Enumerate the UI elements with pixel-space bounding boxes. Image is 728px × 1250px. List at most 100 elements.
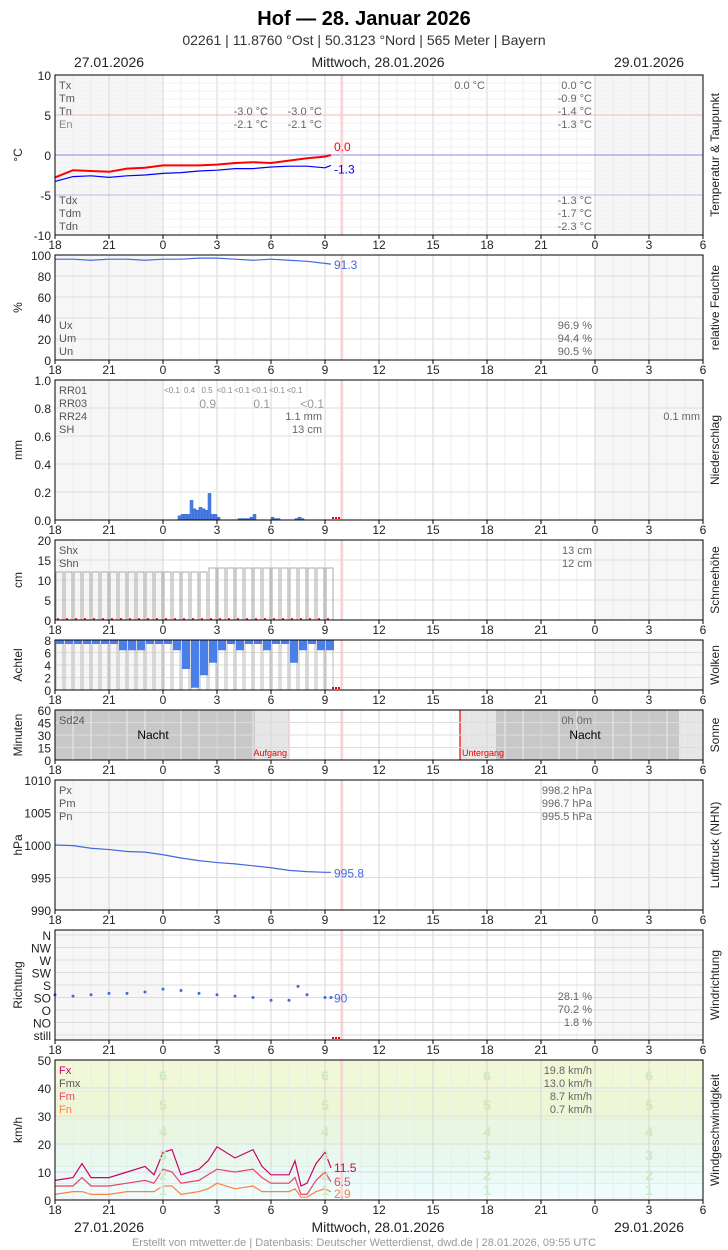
x-tick-label: 15 [426, 523, 440, 537]
stat-value: -2.3 °C [558, 221, 592, 233]
precip-bar [204, 509, 209, 521]
y-tick-label: 0 [44, 614, 51, 628]
sunset-label: Untergang [462, 748, 504, 758]
x-tick-label: 12 [372, 1043, 386, 1057]
stat-value: 70.2 % [558, 1004, 592, 1016]
y-tick-label: 0.2 [34, 486, 51, 500]
cloud-fill [281, 640, 289, 644]
x-tick-label: 21 [534, 763, 548, 777]
x-tick-label: 15 [426, 623, 440, 637]
stat-label: Un [59, 346, 73, 358]
x-tick-label: 0 [592, 523, 599, 537]
x-tick-label: 21 [534, 913, 548, 927]
cloud-fill [254, 640, 262, 644]
cloud-fill [227, 640, 235, 644]
y-tick-label: 1000 [24, 839, 51, 853]
snow-marker [174, 618, 176, 620]
x-tick-label: 18 [48, 623, 62, 637]
y-axis-label: Achtel [11, 648, 25, 681]
x-tick-label: 6 [268, 363, 275, 377]
stat-value: -2.1 °C [234, 119, 268, 131]
stat-label: Fn [59, 1104, 72, 1116]
snow-marker [237, 618, 239, 620]
panel-title: Windgeschwindigkeit [708, 1073, 722, 1186]
panel-sun [54, 709, 704, 764]
stat-value: 13.0 km/h [544, 1078, 592, 1090]
x-tick-label: 3 [214, 913, 221, 927]
snow-marker [282, 618, 284, 620]
wind-direction-point [179, 989, 183, 993]
y-tick-label: 1.0 [34, 374, 51, 388]
y-tick-label: -10 [34, 229, 52, 243]
stat-label: Fx [59, 1065, 72, 1077]
x-tick-label: 21 [102, 763, 116, 777]
beaufort-label: 2 [159, 1167, 167, 1183]
y-tick-label: 0.6 [34, 430, 51, 444]
wind-direction-point [125, 991, 129, 995]
stat-value: 1.1 mm [285, 411, 322, 423]
x-tick-label: 18 [48, 523, 62, 537]
series-end-label: 11.5 [334, 1161, 357, 1175]
beaufort-label: 6 [159, 1067, 167, 1083]
stat-value: 13 cm [562, 545, 592, 557]
date-center-bottom: Mittwoch, 28.01.2026 [311, 1219, 444, 1235]
wind-direction-end-label: 90 [334, 992, 348, 1006]
x-tick-label: 21 [102, 693, 116, 707]
cloud-fill [209, 640, 217, 663]
x-tick-label: 6 [268, 1043, 275, 1057]
snow-marker [264, 618, 266, 620]
y-tick-label: 5 [44, 109, 51, 123]
beaufort-label: 6 [645, 1067, 653, 1083]
x-tick-label: 3 [214, 763, 221, 777]
x-tick-label: 0 [160, 523, 167, 537]
y-tick-label: 8 [44, 634, 51, 648]
date-center: Mittwoch, 28.01.2026 [311, 54, 444, 70]
y-tick-label: 20 [38, 534, 52, 548]
panel-hum [54, 254, 704, 364]
series-end-label: -1.3 [334, 162, 355, 176]
rr01-value: <0.1 [287, 386, 303, 395]
series-end-label: 91.3 [334, 258, 358, 272]
x-tick-label: 12 [372, 1203, 386, 1217]
y-tick-label: 10 [38, 574, 52, 588]
y-tick-label: 1005 [24, 807, 51, 821]
snow-marker [318, 618, 320, 620]
stat-value: -3.0 °C [288, 106, 322, 118]
cloud-fill [74, 640, 82, 644]
x-tick-label: 21 [102, 623, 116, 637]
x-tick-label: 9 [322, 363, 329, 377]
stat-value: -1.3 °C [558, 119, 592, 131]
snow-marker [309, 618, 311, 620]
y-tick-label: 990 [31, 904, 51, 918]
stat-label: Tm [59, 93, 75, 105]
x-tick-label: 12 [372, 913, 386, 927]
x-tick-label: 3 [214, 238, 221, 252]
x-tick-label: 6 [700, 523, 707, 537]
cloud-fill [137, 640, 145, 651]
snow-marker [201, 618, 203, 620]
y-axis-label: hPa [11, 834, 25, 856]
y-tick-label: 0.0 [34, 514, 51, 528]
stat-label: Px [59, 785, 72, 797]
cloud-fill [155, 640, 163, 644]
cloud-fill [299, 640, 307, 651]
beaufort-label: 5 [645, 1097, 653, 1113]
x-tick-label: 0 [160, 1043, 167, 1057]
panel-dir [53, 929, 704, 1044]
snow-marker [75, 618, 77, 620]
x-tick-label: 6 [268, 763, 275, 777]
x-tick-label: 0 [592, 693, 599, 707]
x-tick-label: 3 [646, 693, 653, 707]
x-tick-label: 15 [426, 1043, 440, 1057]
x-tick-label: 15 [426, 913, 440, 927]
stat-value: 13 cm [292, 424, 322, 436]
snow-marker [120, 618, 122, 620]
x-tick-label: 9 [322, 623, 329, 637]
precip-bar [183, 514, 188, 521]
x-tick-label: 18 [480, 238, 494, 252]
x-tick-label: 12 [372, 623, 386, 637]
cloud-fill [128, 640, 136, 651]
beaufort-label: 3 [321, 1147, 329, 1163]
snow-marker [219, 618, 221, 620]
x-tick-label: 18 [480, 1203, 494, 1217]
